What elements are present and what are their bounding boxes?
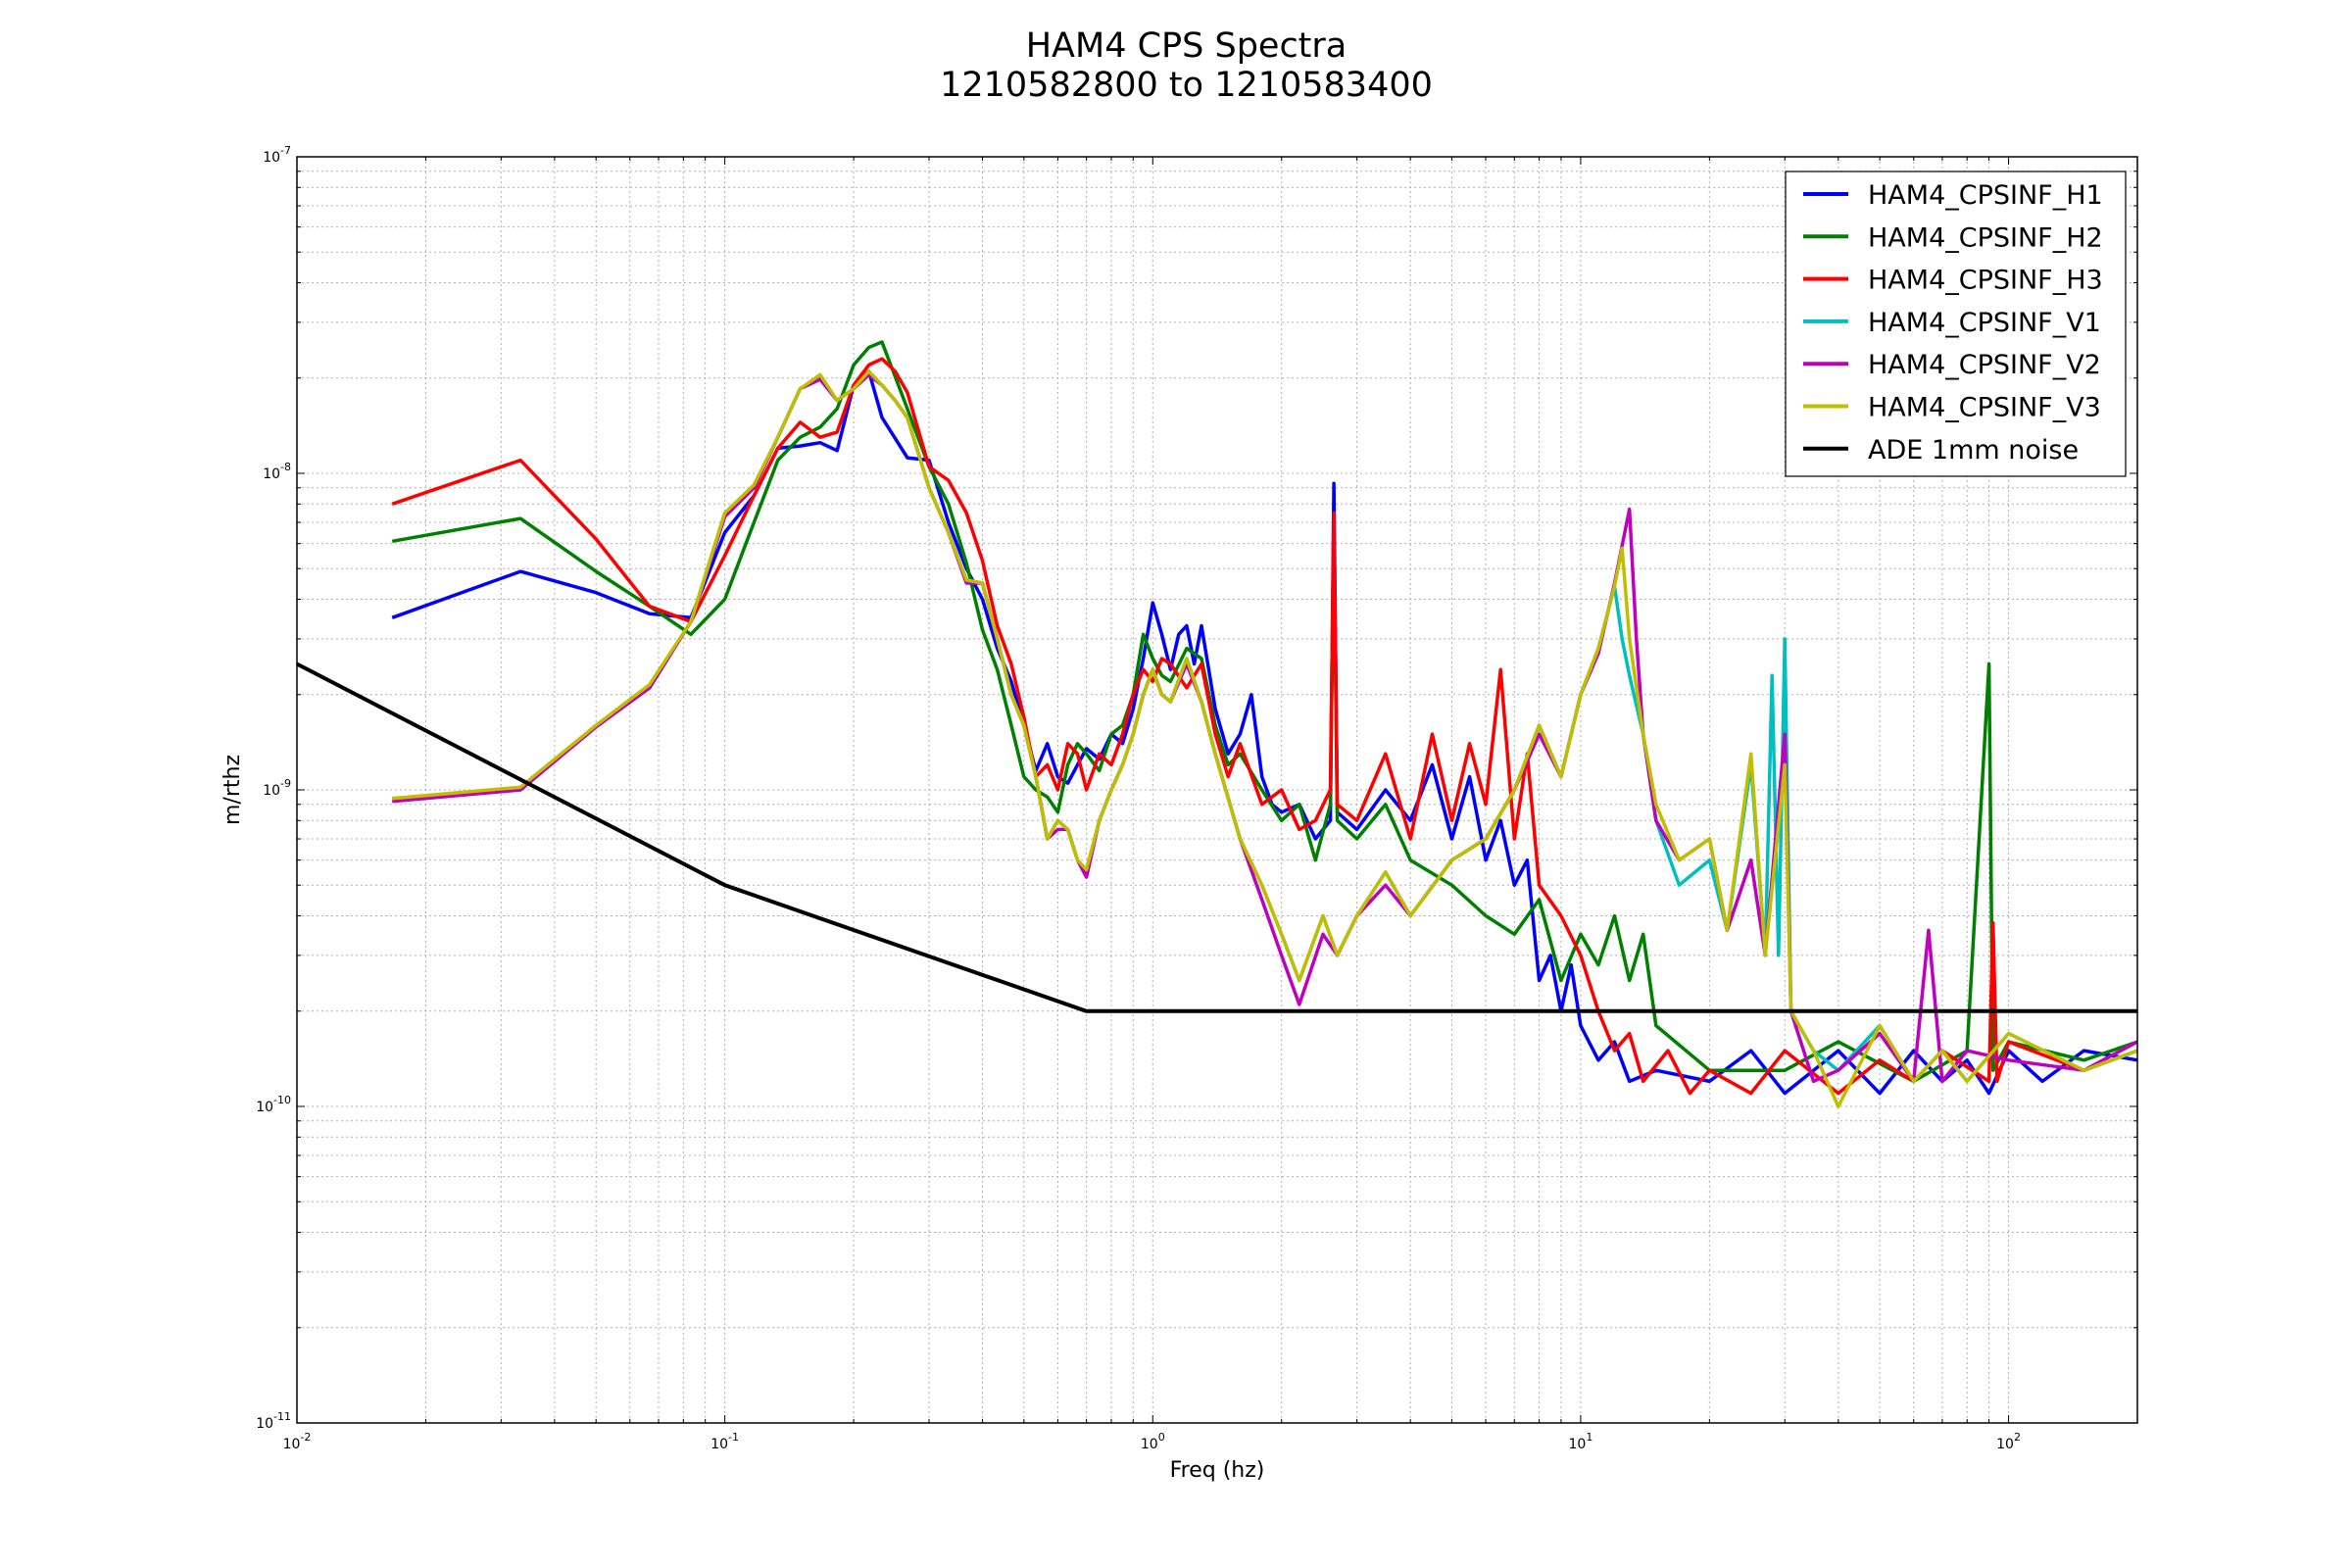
y-tick-label: 10-10 [256, 1094, 291, 1115]
series-line-4 [392, 372, 2138, 1084]
y-tick-label-base: 10 [256, 1416, 273, 1432]
y-tick-label: 10-11 [256, 1410, 291, 1432]
y-tick-label-base: 10 [256, 1100, 273, 1115]
legend-entries: HAM4_CPSINF_H1 HAM4_CPSINF_H2 HAM4_CPSINF_… [1803, 180, 2103, 466]
y-tick-label-exp: -9 [280, 777, 291, 790]
x-tick-label: 10-2 [283, 1431, 312, 1452]
legend-label-1: HAM4_CPSINF_H1 [1868, 180, 2103, 211]
y-tick-label-exp: -11 [273, 1410, 291, 1423]
legend-box [1785, 171, 2127, 477]
legend: HAM4_CPSINF_H1 HAM4_CPSINF_H2 HAM4_CPSINF_… [1785, 171, 2127, 477]
legend-label-7: ADE 1mm noise [1868, 435, 2079, 466]
x-tick-label: 102 [1996, 1431, 2021, 1452]
y-tick-label-base: 10 [263, 783, 280, 799]
x-tick-label-exp: 1 [1586, 1431, 1592, 1444]
x-tick-label-exp: -1 [728, 1431, 739, 1444]
y-tick-label: 10-7 [263, 144, 291, 166]
series-layer [296, 340, 2138, 1108]
legend-label-3: HAM4_CPSINF_H3 [1868, 266, 2103, 296]
x-tick-label-base: 10 [283, 1437, 301, 1452]
legend-label-4: HAM4_CPSINF_V1 [1868, 308, 2101, 338]
x-tick-label: 10-1 [710, 1431, 739, 1452]
y-tick-label-base: 10 [263, 150, 280, 166]
y-axis-label: m/rthz [220, 755, 245, 825]
legend-label-6: HAM4_CPSINF_V3 [1868, 393, 2101, 423]
chart-subtitle: 1210582800 to 1210583400 [940, 66, 1433, 105]
x-tick-label-base: 10 [1141, 1437, 1158, 1452]
y-tick-label-base: 10 [263, 466, 280, 482]
y-tick-label: 10-9 [263, 777, 291, 799]
legend-label-5: HAM4_CPSINF_V2 [1868, 350, 2101, 380]
y-tick-label-exp: -10 [273, 1094, 291, 1106]
y-tick-label: 10-8 [263, 461, 291, 482]
x-tick-label: 100 [1141, 1431, 1165, 1452]
series-line-6 [392, 369, 2138, 1108]
y-tick-label-exp: -8 [280, 461, 291, 473]
grid-layer [296, 157, 2138, 1424]
series-line-2 [391, 340, 2138, 1084]
x-tick-label: 101 [1569, 1431, 1593, 1452]
series-line-3 [391, 357, 2138, 1096]
chart-title: HAM4 CPS Spectra [1025, 26, 1348, 66]
series-line-7 [296, 662, 2137, 1013]
x-tick-label-base: 10 [1569, 1437, 1587, 1452]
y-tick-label-exp: -7 [280, 144, 291, 157]
legend-label-2: HAM4_CPSINF_H2 [1868, 222, 2103, 253]
x-axis-label: Freq (hz) [1170, 1458, 1265, 1483]
series-line-1 [391, 369, 2138, 1096]
x-tick-label-base: 10 [710, 1437, 728, 1452]
x-tick-label-base: 10 [1996, 1437, 2014, 1452]
x-tick-label-exp: 2 [2014, 1431, 2021, 1444]
x-tick-label-exp: -2 [300, 1431, 311, 1444]
x-tick-label-exp: 0 [1158, 1431, 1165, 1444]
series-line-5 [392, 372, 2138, 1084]
